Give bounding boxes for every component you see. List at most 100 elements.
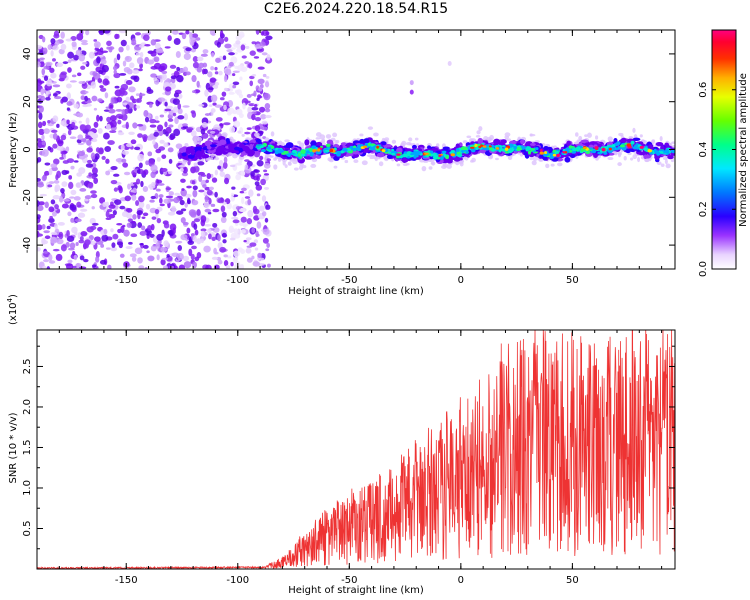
signal-halo xyxy=(408,137,413,142)
signal-halo xyxy=(293,167,299,171)
noise-speck xyxy=(37,205,44,212)
noise-speck xyxy=(219,97,225,101)
noise-speck xyxy=(230,192,235,197)
noise-speck xyxy=(136,56,144,65)
noise-speck xyxy=(253,208,260,215)
noise-speck xyxy=(192,189,198,198)
signal-core xyxy=(530,142,536,147)
noise-speck xyxy=(110,247,118,252)
noise-speck xyxy=(192,165,200,173)
noise-speck xyxy=(166,254,170,258)
signal-core xyxy=(201,154,210,159)
noise-speck xyxy=(43,230,50,234)
noise-speck xyxy=(194,256,200,262)
noise-speck xyxy=(69,242,76,249)
noise-speck xyxy=(117,228,122,234)
noise-speck xyxy=(43,128,50,135)
noise-speck xyxy=(110,115,117,122)
noise-speck xyxy=(44,235,51,240)
signal-core xyxy=(363,138,370,144)
noise-speck xyxy=(104,145,112,153)
signal-bright xyxy=(324,149,330,152)
noise-speck xyxy=(196,80,200,88)
signal-halo xyxy=(575,132,579,137)
noise-speck xyxy=(256,97,260,101)
noise-speck xyxy=(185,71,191,76)
signal-halo xyxy=(369,156,375,160)
signal-hotspot xyxy=(594,146,599,149)
noise-speck xyxy=(80,90,88,95)
noise-speck xyxy=(214,71,219,75)
noise-speck xyxy=(206,189,213,196)
noise-speck xyxy=(61,181,68,188)
noise-speck xyxy=(118,46,124,53)
signal-halo xyxy=(584,134,588,138)
noise-speck xyxy=(139,93,146,97)
noise-speck xyxy=(221,211,227,218)
noise-speck xyxy=(86,139,92,146)
snr-multiplier-close: ) xyxy=(8,294,19,298)
signal-halo xyxy=(639,134,643,138)
noise-speck xyxy=(210,94,218,103)
noise-speck xyxy=(260,178,267,186)
noise-speck xyxy=(217,165,222,170)
noise-speck xyxy=(65,263,74,269)
noise-speck xyxy=(208,87,214,90)
signal-hotspot xyxy=(495,147,500,150)
noise-speck xyxy=(135,200,140,206)
signal-halo xyxy=(333,165,338,169)
signal-core xyxy=(283,145,292,148)
signal-core xyxy=(383,143,392,148)
noise-speck xyxy=(180,217,186,224)
noise-speck xyxy=(112,66,118,71)
noise-speck xyxy=(94,47,99,51)
noise-speck xyxy=(202,184,207,189)
signal-halo xyxy=(632,127,636,133)
spectrogram-ylabel: Frequency (Hz) xyxy=(8,112,19,188)
signal-halo xyxy=(253,132,260,137)
noise-speck xyxy=(156,157,161,162)
noise-speck xyxy=(212,84,219,89)
noise-speck xyxy=(84,91,89,94)
noise-speck xyxy=(251,73,257,77)
signal-bright xyxy=(432,152,437,156)
noise-speck xyxy=(266,54,271,61)
noise-speck xyxy=(235,206,241,210)
noise-speck xyxy=(240,264,244,269)
signal-hotspot xyxy=(317,148,321,152)
signal-halo xyxy=(557,162,563,167)
noise-speck xyxy=(112,209,117,216)
noise-speck xyxy=(76,139,82,144)
noise-speck xyxy=(193,223,198,230)
signal-halo xyxy=(384,137,390,142)
noise-speck xyxy=(101,155,106,160)
noise-speck xyxy=(67,211,72,217)
noise-speck xyxy=(99,259,107,265)
signal-halo xyxy=(594,135,599,140)
noise-speck xyxy=(108,204,116,209)
noise-speck xyxy=(228,83,235,90)
noise-speck xyxy=(165,105,174,110)
signal-core xyxy=(376,152,385,158)
noise-speck xyxy=(66,101,73,106)
noise-speck xyxy=(170,75,177,80)
noise-speck xyxy=(122,60,127,67)
signal-core xyxy=(453,157,461,162)
signal-core xyxy=(216,145,225,152)
snr-ytick-label: 2.0 xyxy=(22,399,33,415)
signal-halo xyxy=(373,132,379,137)
noise-speck xyxy=(45,96,51,101)
noise-speck xyxy=(73,254,78,261)
noise-speck xyxy=(88,172,92,177)
signal-halo xyxy=(332,132,338,138)
signal-halo xyxy=(361,160,368,166)
noise-speck xyxy=(37,182,45,188)
spectrogram-xtick-label: -50 xyxy=(341,275,357,286)
signal-halo xyxy=(391,139,397,144)
noise-speck xyxy=(43,65,50,70)
noise-speck xyxy=(42,47,48,55)
noise-speck xyxy=(142,244,149,249)
noise-speck xyxy=(49,67,55,74)
noise-speck xyxy=(41,141,46,146)
noise-speck xyxy=(169,223,177,231)
